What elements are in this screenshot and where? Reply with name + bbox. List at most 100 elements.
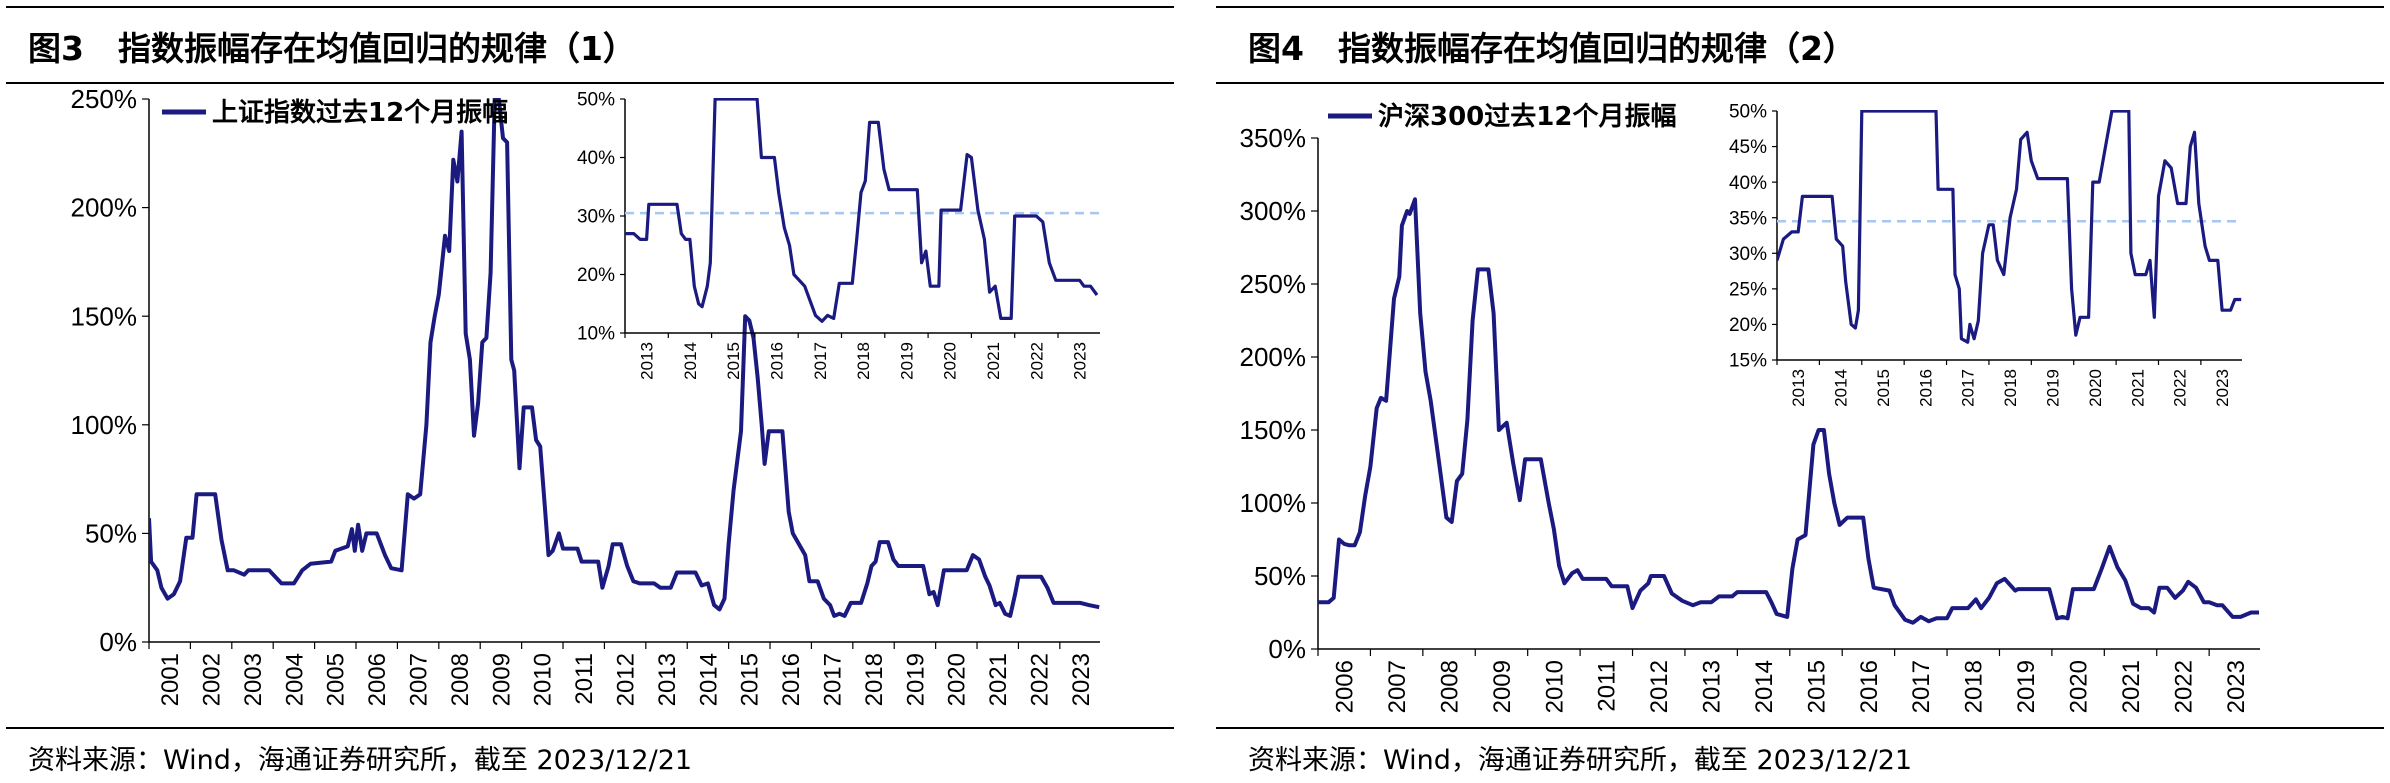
y-tick-label: 150%	[1240, 415, 1307, 445]
y-tick-label: 350%	[1240, 123, 1307, 153]
source-note: 资料来源：Wind，海通证券研究所，截至 2023/12/21	[1248, 745, 1913, 776]
source-note: 资料来源：Wind，海通证券研究所，截至 2023/12/21	[28, 745, 693, 776]
x-tick-label: 2012	[613, 653, 640, 706]
panel-left: 图3 指数振幅存在均值回归的规律（1） 0% 50% 100% 150% 200% 250%…	[0, 0, 1180, 783]
x-tick-label: 2018	[2001, 369, 2020, 407]
x-tick-label: 2002	[199, 653, 226, 706]
series-line	[1318, 197, 2259, 625]
x-tick-label: 2020	[941, 342, 960, 380]
x-tick-label: 2020	[2086, 369, 2105, 407]
y-tick-label: 150%	[71, 301, 138, 331]
x-tick-label: 2009	[488, 653, 515, 706]
y-tick-label: 0%	[1268, 634, 1306, 664]
x-tick-label: 2019	[902, 653, 929, 706]
x-tick-label: 2003	[240, 653, 267, 706]
x-tick-label: 2014	[695, 653, 722, 706]
x-tick-label: 2021	[2128, 369, 2147, 407]
figure-title: 指数振幅存在均值回归的规律（1）	[117, 29, 636, 68]
x-tick-label: 2006	[364, 653, 391, 706]
x-tick-label: 2016	[778, 653, 805, 706]
series-line	[1777, 110, 2242, 344]
x-tick-label: 2014	[1832, 369, 1851, 407]
source-rule	[1216, 727, 2384, 729]
figure-title: 指数振幅存在均值回归的规律（2）	[1337, 29, 1856, 68]
x-tick-label: 2021	[984, 342, 1003, 380]
x-tick-label: 2011	[571, 653, 598, 705]
x-tick-label: 2015	[724, 342, 743, 380]
series-line	[149, 98, 1100, 618]
x-tick-label: 2021	[985, 653, 1012, 706]
x-tick-label: 2022	[2171, 369, 2190, 407]
y-tick-label: 25%	[1729, 280, 1767, 301]
chart-csi300-amplitude: 0% 50% 100% 150% 200% 250% 300% 350% 2006 2007 200…	[1240, 102, 2260, 713]
y-tick-label: 20%	[1729, 315, 1767, 336]
y-tick-label: 250%	[71, 86, 138, 114]
x-tick-label: 2018	[861, 653, 888, 706]
x-tick-label: 2004	[281, 653, 308, 706]
x-tick-label: 2007	[1384, 660, 1411, 713]
panel-right: 图4 指数振幅存在均值回归的规律（2） 0% 50% 100% 150% 200% 250%…	[1210, 0, 2390, 783]
x-tick-label: 2017	[820, 653, 847, 706]
y-tick-label: 50%	[1254, 561, 1306, 591]
y-tick-label: 15%	[1729, 351, 1767, 372]
x-tick-label: 2009	[1489, 660, 1516, 713]
x-tick-label: 2011	[1594, 660, 1621, 712]
x-tick-label: 2005	[323, 653, 350, 706]
x-tick-label: 2023	[2213, 369, 2232, 407]
x-tick-label: 2015	[1874, 369, 1893, 407]
legend-label: 上证指数过去12个月振幅	[212, 98, 508, 128]
x-tick-label: 2023	[2223, 660, 2250, 713]
x-tick-label: 2007	[406, 653, 433, 706]
figure-number: 图4	[1248, 29, 1304, 68]
y-tick-label: 30%	[1729, 244, 1767, 265]
x-tick-label: 2018	[1961, 660, 1988, 713]
x-tick-label: 2017	[811, 342, 830, 380]
y-tick-label: 35%	[1729, 208, 1767, 229]
title-rule-bottom	[1216, 82, 2384, 84]
y-tick-label: 300%	[1240, 196, 1307, 226]
x-tick-label: 2014	[1751, 660, 1778, 713]
x-tick-label: 2006	[1332, 660, 1359, 713]
y-tick-label: 40%	[577, 148, 615, 169]
y-tick-label: 100%	[71, 410, 138, 440]
x-tick-label: 2023	[1068, 653, 1095, 706]
x-tick-label: 2001	[157, 653, 184, 706]
x-tick-label: 2015	[1803, 660, 1830, 713]
title-rule-top	[6, 6, 1174, 8]
title-rule-bottom	[6, 82, 1174, 84]
y-tick-label: 40%	[1729, 173, 1767, 194]
x-tick-label: 2015	[737, 653, 764, 706]
legend-label: 沪深300过去12个月振幅	[1378, 102, 1676, 132]
x-tick-label: 2014	[681, 342, 700, 380]
x-tick-label: 2021	[2118, 660, 2145, 713]
y-tick-label: 100%	[1240, 488, 1307, 518]
x-tick-label: 2022	[1027, 342, 1046, 380]
y-tick-label: 250%	[1240, 269, 1307, 299]
x-tick-label: 2008	[447, 653, 474, 706]
y-tick-label: 10%	[577, 324, 615, 345]
x-tick-label: 2020	[2066, 660, 2093, 713]
y-tick-label: 50%	[85, 519, 137, 549]
x-tick-label: 2019	[897, 342, 916, 380]
y-tick-label: 200%	[1240, 342, 1307, 372]
x-tick-label: 2017	[1959, 369, 1978, 407]
x-tick-label: 2016	[1856, 660, 1883, 713]
x-tick-label: 2023	[1071, 342, 1090, 380]
x-tick-label: 2019	[2013, 660, 2040, 713]
x-tick-label: 2010	[1541, 660, 1568, 713]
y-tick-label: 45%	[1729, 137, 1767, 158]
y-tick-label: 200%	[71, 193, 138, 223]
title-rule-top	[1216, 6, 2384, 8]
source-rule	[6, 727, 1174, 729]
x-tick-label: 2017	[1908, 660, 1935, 713]
panel-title: 图3 指数振幅存在均值回归的规律（1）	[28, 22, 636, 70]
legend: 沪深300过去12个月振幅	[1328, 102, 1676, 132]
x-tick-label: 2013	[1789, 369, 1808, 407]
series-line	[625, 98, 1099, 323]
y-tick-label: 50%	[1729, 102, 1767, 123]
x-tick-label: 2013	[1699, 660, 1726, 713]
panel-title: 图4 指数振幅存在均值回归的规律（2）	[1248, 22, 1856, 70]
x-tick-label: 2013	[654, 653, 681, 706]
x-tick-label: 2010	[530, 653, 557, 706]
chart-shanghai-amplitude: 0% 50% 100% 150% 200% 250% 2001 2002 2003 2004 200…	[71, 86, 1100, 706]
